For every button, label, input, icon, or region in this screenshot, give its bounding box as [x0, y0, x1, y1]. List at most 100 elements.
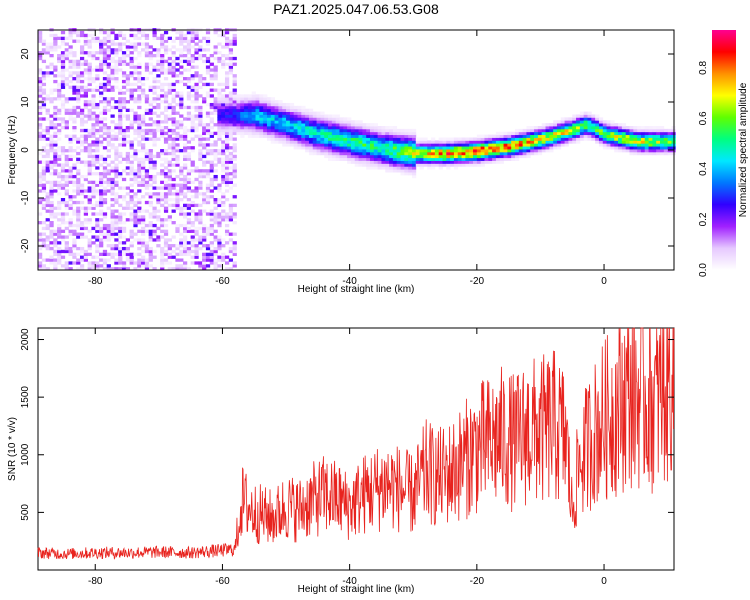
spectrogram-cell — [354, 134, 359, 138]
spectrogram-cell — [343, 146, 348, 150]
spectrogram-cell — [534, 126, 539, 130]
spectrogram-cell — [476, 160, 482, 164]
spectrogram-cell — [389, 146, 394, 150]
spectrogram-cell — [49, 203, 54, 208]
spectrogram-cell — [125, 126, 130, 130]
spectrogram-cell — [251, 134, 256, 138]
spectrogram-cell — [259, 126, 264, 130]
spectrogram-cell — [209, 82, 214, 87]
spectrogram-cell — [129, 108, 134, 112]
spectrogram-cell — [38, 54, 43, 58]
spectrogram-cell — [228, 48, 234, 52]
spectrogram-cell — [137, 79, 142, 84]
spectrogram-cell — [72, 223, 77, 228]
spectrogram-cell — [141, 218, 146, 222]
spectrogram-cell — [91, 33, 96, 38]
spectrogram-cell — [354, 157, 359, 161]
spectrogram-cell — [179, 123, 184, 127]
spectrogram-cell — [576, 128, 581, 133]
spectrogram-cell — [236, 120, 241, 124]
spectrogram-cell — [99, 163, 104, 167]
spectrogram-cell — [167, 246, 172, 251]
spectrogram-cell — [38, 255, 43, 259]
spectrogram-cell — [202, 261, 207, 265]
spectrogram-cell — [171, 163, 176, 167]
spectrogram-cell — [377, 160, 382, 164]
spectrogram-cell — [556, 123, 562, 127]
spectrogram-cell — [232, 79, 237, 84]
spectrogram-cell — [618, 131, 623, 136]
spectrogram-cell — [404, 157, 409, 161]
spectrogram-cell — [106, 154, 111, 159]
spectrogram-cell — [556, 120, 562, 124]
snr-x-tick-label: -40 — [342, 576, 357, 587]
spectrogram-cell — [209, 223, 214, 228]
spectrogram-cell — [118, 195, 123, 199]
spectrogram-cell — [389, 166, 394, 170]
spectrogram-cell — [110, 229, 115, 233]
spectrogram-cell — [442, 157, 447, 161]
spectrogram-cell — [343, 120, 348, 124]
spectrogram-cell — [221, 126, 226, 130]
spectrogram-cell — [202, 258, 207, 262]
spectrogram-cell — [232, 261, 237, 265]
spectrogram-cell — [190, 117, 195, 121]
spectrogram-cell — [217, 246, 222, 251]
spectrogram-cell — [106, 235, 111, 239]
spectrogram-cell — [190, 221, 195, 225]
spectrogram-cell — [79, 140, 85, 144]
spectrogram-cell — [610, 140, 615, 144]
spectrogram-cell — [95, 172, 100, 176]
spectrogram-cell — [99, 232, 104, 236]
spectrogram-cell — [431, 163, 436, 167]
spectrogram-cell — [518, 134, 524, 138]
spectrogram-cell — [114, 261, 119, 265]
spectrogram-cell — [179, 177, 184, 182]
spectrogram-cell — [347, 160, 352, 164]
spectrogram-cell — [64, 221, 69, 225]
spectrogram-cell — [213, 102, 218, 107]
spectrogram-cell — [335, 126, 340, 130]
spectrogram-cell — [598, 126, 604, 130]
spectrogram-cell — [175, 183, 180, 187]
spectrogram-cell — [339, 149, 344, 153]
spectrogram-cell — [213, 252, 218, 256]
spectrogram-cell — [102, 48, 108, 52]
spectrogram-cell — [339, 123, 344, 127]
spectrogram-cell — [133, 232, 138, 236]
spectrogram-cell — [232, 39, 237, 43]
spectrogram-cell — [129, 189, 134, 193]
spectrogram-cell — [358, 126, 363, 130]
spectrogram-cell — [141, 232, 146, 236]
spectrogram-cell — [83, 235, 89, 239]
spectrogram-cell — [102, 212, 108, 216]
spectrogram-cell — [648, 140, 653, 144]
spectrogram-cell — [141, 160, 146, 164]
spectrogram-cell — [106, 143, 111, 147]
spectrogram-cell — [118, 255, 123, 259]
spectrogram-cell — [53, 189, 58, 193]
spectrogram-cell — [301, 143, 306, 147]
spectrogram-cell — [125, 246, 130, 251]
spectrogram-cell — [114, 123, 119, 127]
spectrogram-cell — [308, 131, 314, 136]
spectrogram-cell — [511, 131, 516, 136]
spectrogram-cell — [522, 137, 527, 141]
spectrogram-cell — [205, 212, 211, 216]
spectrogram-cell — [423, 160, 428, 164]
spectrogram-cell — [366, 151, 371, 156]
spectrogram-cell — [110, 198, 115, 202]
spectrogram-cell — [118, 226, 123, 231]
spectrogram-cell — [114, 54, 119, 58]
spectrogram-cell — [110, 59, 115, 64]
spectrogram-cell — [186, 206, 192, 210]
spectrogram-cell — [64, 108, 69, 112]
spectrogram-cell — [202, 131, 207, 136]
spectrogram-cell — [53, 154, 58, 159]
spectrogram-cell — [232, 183, 237, 187]
spectrogram-cell — [87, 117, 92, 121]
spectrogram-cell — [217, 134, 222, 138]
spectrogram-cell — [186, 203, 192, 208]
spectrogram-cell — [202, 169, 207, 173]
spectrogram-cell — [175, 264, 180, 268]
